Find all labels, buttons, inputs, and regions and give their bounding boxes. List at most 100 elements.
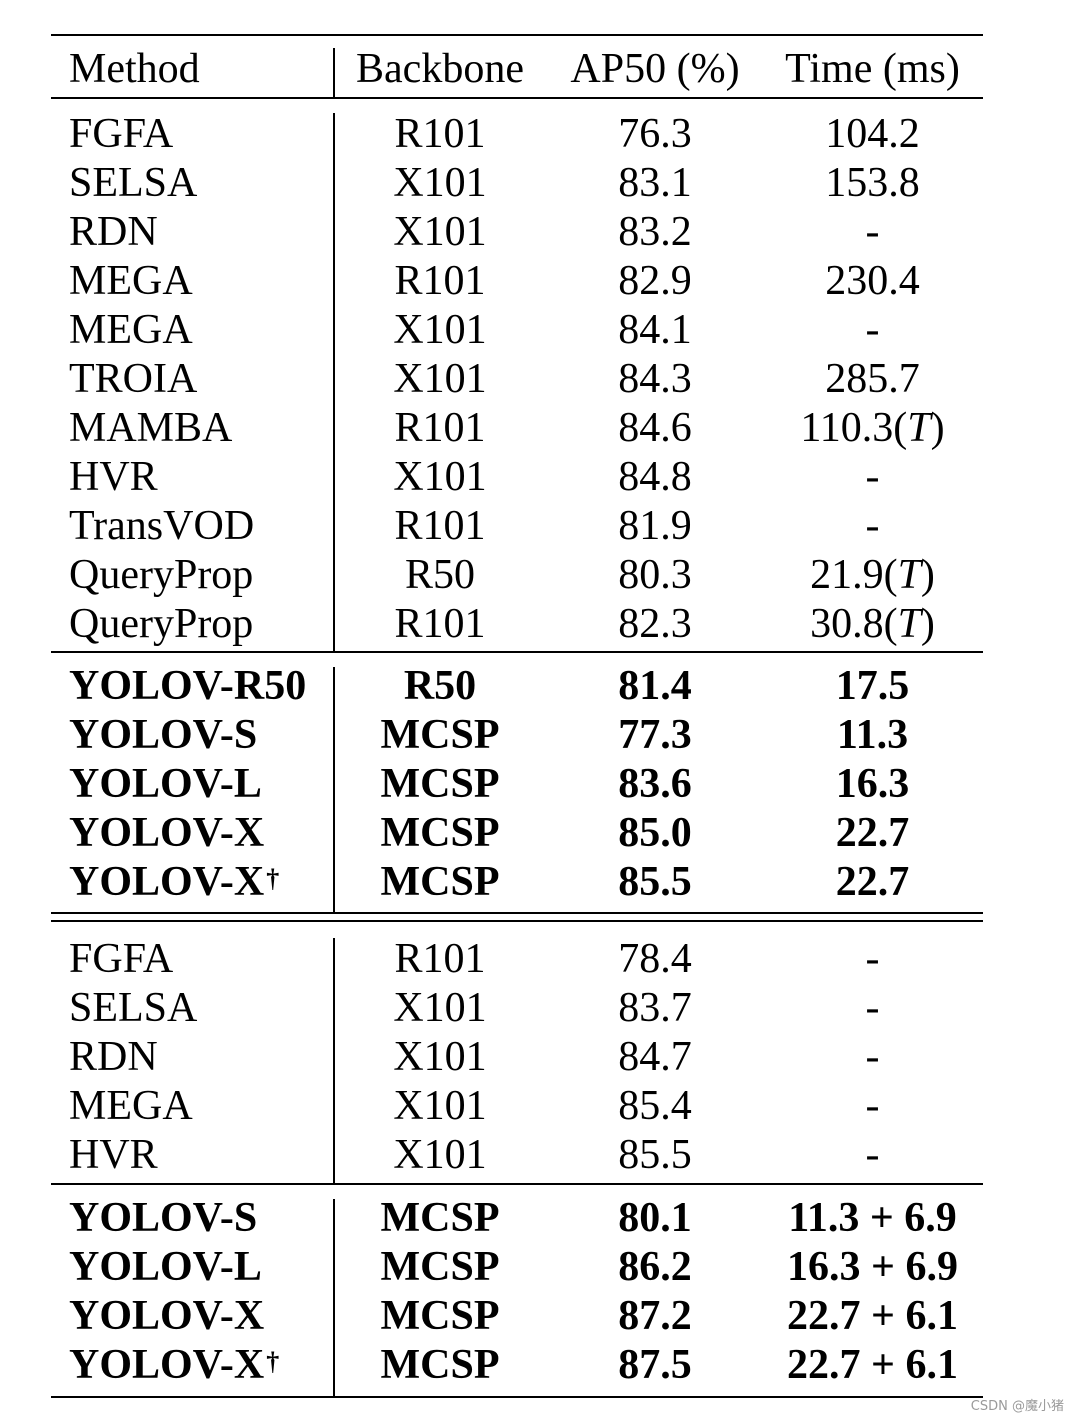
cell-method: MEGA: [69, 258, 193, 304]
double-rule-top: [51, 912, 983, 914]
cell-time: -: [865, 985, 880, 1031]
time-suffix: T: [897, 552, 921, 598]
cell-method: YOLOV-L: [69, 761, 262, 807]
cell-backbone: X101: [393, 160, 487, 206]
cell-method: MEGA: [69, 1083, 193, 1129]
header-backbone: Backbone: [356, 46, 524, 92]
cell-method: YOLOV-S: [69, 1195, 258, 1241]
cell-backbone: X101: [393, 1132, 487, 1178]
cell-time: 16.3: [835, 761, 910, 807]
cell-ap50: 84.7: [618, 1034, 692, 1080]
column-separator: [333, 1199, 335, 1396]
cell-time: 153.8: [825, 160, 920, 206]
cell-backbone: MCSP: [380, 712, 500, 758]
cell-backbone: X101: [393, 1034, 487, 1080]
cell-time: -: [865, 1083, 880, 1129]
cell-time: -: [865, 503, 880, 549]
column-separator: [333, 48, 335, 98]
cell-ap50: 85.4: [618, 1083, 692, 1129]
cell-ap50: 85.5: [618, 859, 692, 905]
cell-ap50: 81.9: [618, 503, 692, 549]
header-time: Time (ms): [785, 46, 960, 92]
cell-time: 11.3 + 6.9: [788, 1195, 957, 1241]
cell-ap50: 84.3: [618, 356, 692, 402]
cell-time: 11.3: [836, 712, 909, 758]
cell-backbone: MCSP: [380, 1195, 500, 1241]
cell-time: 22.7: [835, 859, 910, 905]
cell-method: YOLOV-X: [69, 1293, 265, 1339]
cell-method: FGFA: [69, 936, 174, 982]
cell-ap50: 80.3: [618, 552, 692, 598]
cell-ap50: 87.5: [618, 1342, 692, 1388]
cell-method: SELSA: [69, 985, 198, 1031]
cell-backbone: MCSP: [380, 1342, 500, 1388]
cell-backbone: R101: [394, 111, 486, 157]
cell-method: YOLOV-X†: [69, 859, 280, 905]
cell-method: MEGA: [69, 307, 193, 353]
cell-method: YOLOV-S: [69, 712, 258, 758]
cell-time: -: [865, 1034, 880, 1080]
cell-method: YOLOV-X†: [69, 1342, 280, 1388]
column-separator: [333, 938, 335, 1183]
cell-ap50: 85.5: [618, 1132, 692, 1178]
cell-ap50: 84.1: [618, 307, 692, 353]
column-separator: [333, 667, 335, 912]
cell-backbone: R101: [394, 601, 486, 647]
cell-method: YOLOV-L: [69, 1244, 262, 1290]
cell-ap50: 86.2: [618, 1244, 692, 1290]
cell-ap50: 83.2: [618, 209, 692, 255]
cell-ap50: 87.2: [618, 1293, 692, 1339]
cell-method: TROIA: [69, 356, 198, 402]
cell-ap50: 78.4: [618, 936, 692, 982]
top-rule: [51, 34, 983, 36]
cell-time: 22.7 + 6.1: [787, 1342, 958, 1388]
cell-backbone: MCSP: [380, 761, 500, 807]
cell-method: QueryProp: [69, 552, 254, 598]
cell-ap50: 82.9: [618, 258, 692, 304]
time-value: 30.8: [810, 601, 884, 647]
cell-backbone: R101: [394, 503, 486, 549]
cell-method: TransVOD: [69, 503, 255, 549]
section-rule: [51, 1183, 983, 1185]
cell-backbone: X101: [393, 454, 487, 500]
header-method: Method: [69, 46, 200, 92]
cell-time: -: [865, 307, 880, 353]
dagger-mark: †: [266, 864, 280, 893]
cell-backbone: R101: [394, 405, 486, 451]
cell-ap50: 77.3: [618, 712, 692, 758]
cell-method: YOLOV-R50: [69, 663, 307, 709]
time-value: 21.9: [810, 552, 884, 598]
dagger-mark: †: [266, 1347, 280, 1376]
time-value: 110.3: [800, 405, 894, 451]
cell-backbone: R50: [403, 663, 477, 709]
cell-time: 30.8(T): [810, 601, 935, 647]
cell-time: 16.3 + 6.9: [787, 1244, 958, 1290]
cell-method: YOLOV-X: [69, 810, 265, 856]
cell-method: RDN: [69, 209, 158, 255]
cell-ap50: 82.3: [618, 601, 692, 647]
cell-ap50: 83.7: [618, 985, 692, 1031]
cell-time: -: [865, 936, 880, 982]
cell-backbone: R101: [394, 936, 486, 982]
time-suffix: T: [907, 405, 931, 451]
cell-backbone: MCSP: [380, 1244, 500, 1290]
cell-backbone: MCSP: [380, 1293, 500, 1339]
cell-time: 285.7: [825, 356, 920, 402]
cell-backbone: MCSP: [380, 859, 500, 905]
cell-time: 22.7 + 6.1: [787, 1293, 958, 1339]
time-suffix: T: [897, 601, 921, 647]
bottom-rule: [51, 1396, 983, 1398]
cell-method: FGFA: [69, 111, 174, 157]
cell-method: QueryProp: [69, 601, 254, 647]
cell-ap50: 84.8: [618, 454, 692, 500]
cell-method: HVR: [69, 454, 158, 500]
cell-ap50: 81.4: [618, 663, 692, 709]
cell-backbone: X101: [393, 1083, 487, 1129]
double-rule-bottom: [51, 920, 983, 922]
cell-time: -: [865, 209, 880, 255]
cell-ap50: 84.6: [618, 405, 692, 451]
cell-ap50: 83.1: [618, 160, 692, 206]
section-rule: [51, 651, 983, 653]
cell-time: 17.5: [835, 663, 910, 709]
